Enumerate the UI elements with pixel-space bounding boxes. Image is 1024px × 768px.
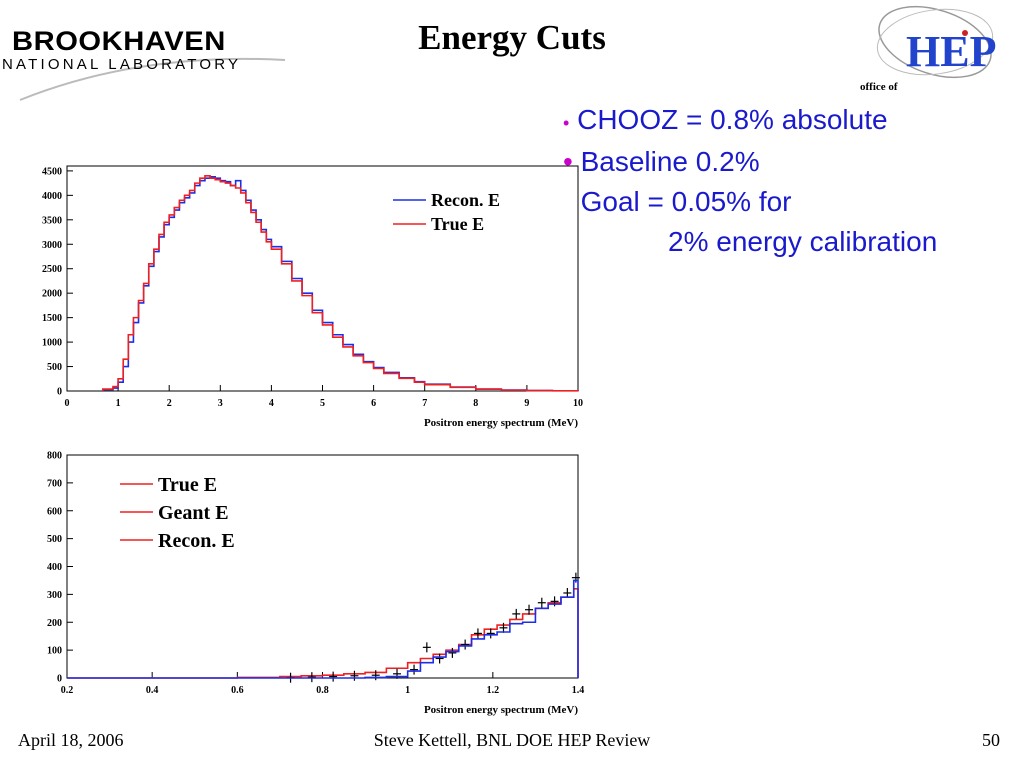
bullet-item-indented: 2% energy calibration xyxy=(668,226,938,257)
y-tick-label: 4000 xyxy=(42,191,62,202)
x-tick-label: 1.4 xyxy=(572,685,585,696)
y-tick-label: 600 xyxy=(47,506,62,517)
y-tick-label: 1000 xyxy=(42,338,62,349)
x-tick-label: 1 xyxy=(405,685,410,696)
y-tick-label: 100 xyxy=(47,646,62,657)
x-tick-label: 7 xyxy=(422,398,427,409)
y-tick-label: 500 xyxy=(47,534,62,545)
x-tick-label: 1.2 xyxy=(487,685,500,696)
x-tick-label: 9 xyxy=(524,398,529,409)
hep-logo-text: HEP xyxy=(906,27,996,76)
y-tick-label: 0 xyxy=(57,387,62,398)
x-tick-label: 3 xyxy=(218,398,223,409)
legend-label-geant: Geant E xyxy=(158,502,229,524)
footer-date: April 18, 2006 xyxy=(18,730,124,750)
logo-swoosh-icon xyxy=(19,57,286,101)
legend-label-true: True E xyxy=(158,474,217,496)
y-tick-label: 2500 xyxy=(42,264,62,275)
y-tick-label: 800 xyxy=(47,451,62,462)
hep-logo-sub: office of xyxy=(860,81,898,93)
bullet-item: • Goal = 0.05% for xyxy=(563,186,792,218)
footer-author: Steve Kettell, BNL DOE HEP Review xyxy=(373,730,651,750)
y-tick-label: 3500 xyxy=(42,215,62,226)
y-tick-label: 200 xyxy=(47,618,62,629)
y-tick-label: 3000 xyxy=(42,240,62,251)
x-tick-label: 8 xyxy=(473,398,478,409)
x-tick-label: 4 xyxy=(269,398,274,409)
x-tick-label: 0.2 xyxy=(61,685,74,696)
page-title: Energy Cuts xyxy=(418,18,606,57)
series-line-recon-e xyxy=(67,579,579,679)
bullet-item: • Baseline 0.2% xyxy=(563,146,760,177)
chart-bottom-positron-spectrum: 0.2 0.4 0.6 0.8 1 1.2 1.4 0 100 200 300 400 500 600 70… xyxy=(47,451,585,717)
x-tick-label: 0.4 xyxy=(146,685,159,696)
y-tick-label: 500 xyxy=(47,362,62,373)
x-axis-label: Positron energy spectrum (MeV) xyxy=(424,417,578,429)
chart-frame xyxy=(66,165,579,392)
y-tick-label: 700 xyxy=(47,478,62,489)
x-tick-label: 2 xyxy=(167,398,172,409)
y-tick-label: 4500 xyxy=(42,166,62,177)
hep-logo: HEP office of xyxy=(850,0,1024,100)
x-tick-label: 0.8 xyxy=(316,685,329,696)
x-tick-label: 0.6 xyxy=(231,685,244,696)
y-tick-label: 1500 xyxy=(42,313,62,324)
legend-label-recon: Recon. E xyxy=(158,530,235,552)
x-tick-label: 0 xyxy=(65,398,70,409)
legend-label-true: True E xyxy=(431,214,484,234)
x-tick-label: 1 xyxy=(116,398,121,409)
brookhaven-logo: BROOKHAVEN NATIONAL LABORATORY xyxy=(0,22,290,112)
x-axis-label: Positron energy spectrum (MeV) xyxy=(424,704,578,716)
x-tick-label: 6 xyxy=(371,398,376,409)
hep-orbit-icon: HEP office of xyxy=(860,5,996,93)
bullet-dot-icon: • xyxy=(563,146,573,177)
logo-text-main: BROOKHAVEN xyxy=(12,26,226,56)
chart-frame xyxy=(66,454,579,679)
y-tick-label: 300 xyxy=(47,590,62,601)
y-tick-label: 400 xyxy=(47,562,62,573)
chart-top-positron-spectrum: 0 1 2 3 4 5 6 7 8 9 10 0 500 1000 1500 2000 2500 3000 3500… xyxy=(42,165,583,429)
bullet-item: • CHOOZ = 0.8% absolute xyxy=(563,104,888,135)
x-tick-label: 5 xyxy=(320,398,325,409)
logo-text-sub: NATIONAL LABORATORY xyxy=(2,56,242,73)
x-tick-label: 10 xyxy=(573,398,583,409)
footer-page-number: 50 xyxy=(982,730,1000,750)
legend-label-recon: Recon. E xyxy=(431,190,500,210)
bullet-dot-icon: • xyxy=(563,113,570,133)
series-line-true-e xyxy=(101,174,579,392)
y-tick-label: 2000 xyxy=(42,289,62,300)
y-tick-label: 0 xyxy=(57,674,62,685)
